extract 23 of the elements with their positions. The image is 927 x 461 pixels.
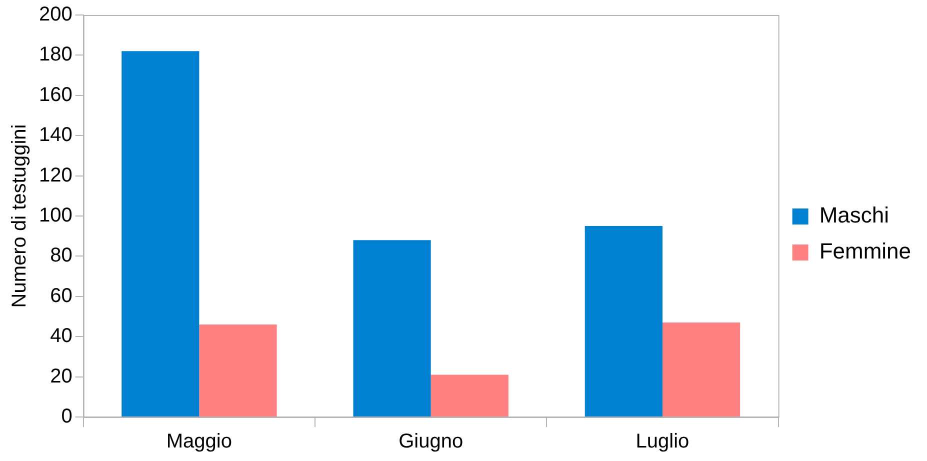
bar — [584, 226, 662, 416]
y-tick-label: 100 — [38, 204, 72, 227]
y-tick-label: 160 — [38, 84, 72, 106]
bar — [353, 240, 431, 416]
y-tick-label: 40 — [50, 325, 72, 348]
y-tick-label: 20 — [50, 365, 72, 388]
y-tick-label: 60 — [50, 284, 72, 307]
legend-label: Femmine — [819, 238, 912, 264]
y-tick-label: 140 — [38, 124, 72, 146]
y-tick-label: 180 — [38, 44, 72, 66]
y-tick-label: 80 — [50, 244, 72, 267]
y-axis-title: Numero di testuggini — [8, 124, 31, 308]
bar — [430, 374, 508, 416]
bar — [662, 322, 740, 416]
y-tick-label: 0 — [61, 406, 72, 428]
bar — [199, 324, 277, 416]
y-tick-label: 120 — [38, 164, 72, 186]
x-tick-label: Luglio — [636, 430, 690, 453]
y-tick-label: 200 — [38, 4, 72, 26]
legend-label: Maschi — [819, 202, 890, 228]
bar — [122, 51, 200, 416]
x-tick-label: Maggio — [166, 430, 232, 453]
x-tick-label: Giugno — [398, 430, 464, 453]
